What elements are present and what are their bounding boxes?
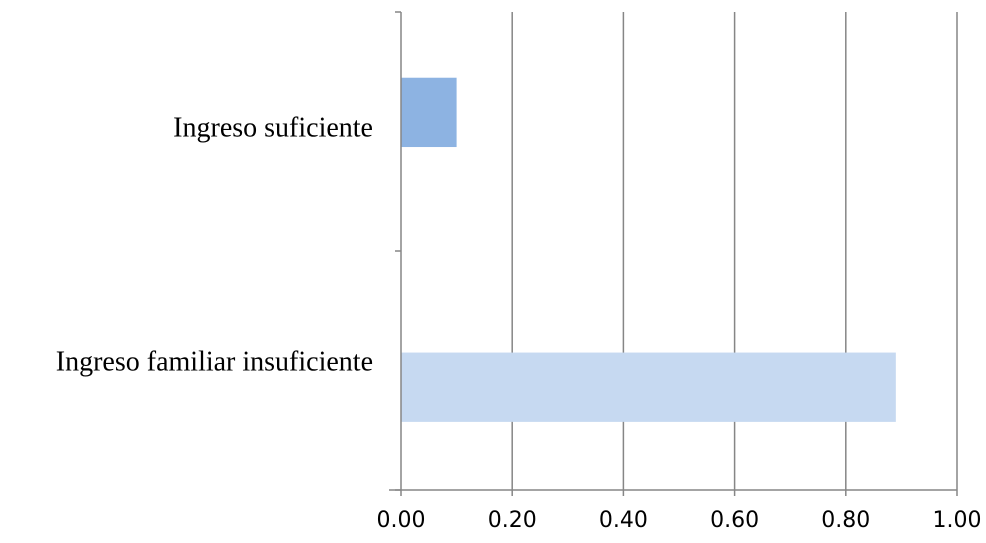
x-tick-label: 0.00	[377, 508, 426, 533]
category-labels: Ingreso suficiente Ingreso familiar insuf…	[56, 112, 373, 377]
x-tick-label: 0.20	[488, 508, 537, 533]
bars	[401, 77, 896, 422]
bar-1	[401, 77, 457, 148]
bar-2	[401, 352, 896, 422]
x-tick-label: 0.80	[821, 508, 870, 533]
category-label: Ingreso suficiente	[173, 112, 373, 143]
category-label: Ingreso familiar insuficiente	[56, 347, 373, 378]
axes	[389, 11, 958, 496]
x-tick-label: 0.40	[599, 508, 648, 533]
x-tick-label: 1.00	[933, 508, 982, 533]
x-tick-labels: 0.00 0.20 0.40 0.60 0.80 1.00	[377, 508, 982, 533]
x-tick-label: 0.60	[710, 508, 759, 533]
